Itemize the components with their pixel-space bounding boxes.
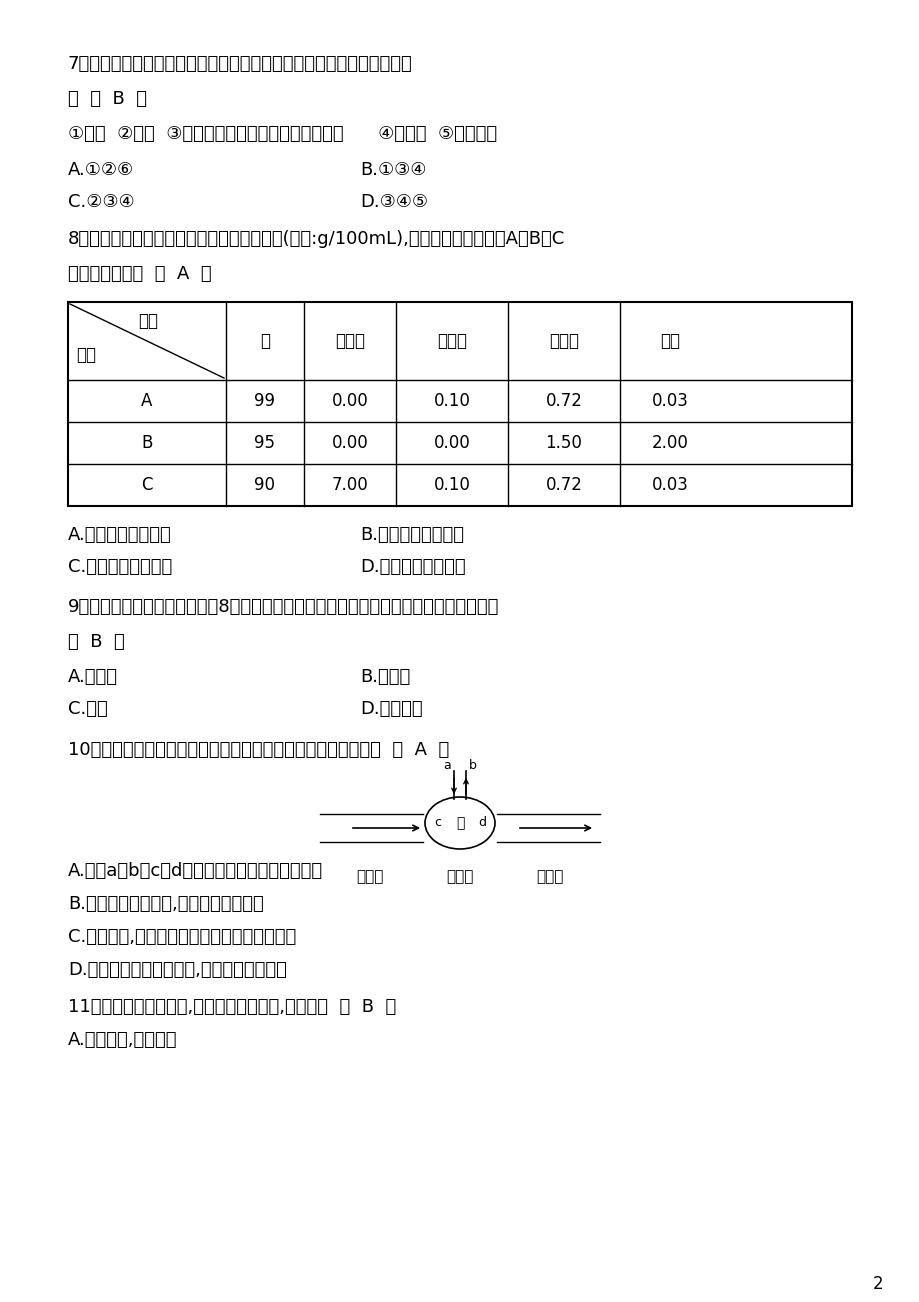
Text: D.血浆、原尿、尿液: D.血浆、原尿、尿液 — [359, 559, 465, 575]
Text: 95: 95 — [255, 434, 275, 452]
Text: B: B — [142, 434, 153, 452]
Text: 2.00: 2.00 — [651, 434, 687, 452]
Text: A: A — [142, 392, 153, 410]
Text: 尿素: 尿素 — [659, 332, 679, 350]
Text: 0.03: 0.03 — [651, 477, 687, 493]
Text: ①鼻毛  ②声带  ③气管的内表面覆盖着有纤毛的黄膜      ④鼻黄膜  ⑤会厌软骨: ①鼻毛 ②声带 ③气管的内表面覆盖着有纤毛的黄膜 ④鼻黄膜 ⑤会厌软骨 — [68, 125, 496, 143]
Text: 0.00: 0.00 — [331, 434, 368, 452]
Text: B.甲内流的是静脉血,丙内流的是动脉血: B.甲内流的是静脉血,丙内流的是动脉血 — [68, 894, 264, 913]
Text: D.③④⑤: D.③④⑤ — [359, 193, 427, 211]
Text: 成分: 成分 — [138, 312, 158, 329]
Text: 血管丙: 血管丙 — [536, 868, 563, 884]
Text: 肺: 肺 — [455, 816, 464, 829]
Text: 0.10: 0.10 — [433, 477, 470, 493]
Text: 90: 90 — [255, 477, 275, 493]
Bar — [68, 302, 851, 506]
Text: A.过程a、b、c、d是通过人体的呼吸运动实现的: A.过程a、b、c、d是通过人体的呼吸运动实现的 — [68, 862, 323, 880]
Text: B.原尿、血浆、尿液: B.原尿、血浆、尿液 — [359, 526, 463, 544]
Text: A.病菌侵犯,味觉失灵: A.病菌侵犯,味觉失灵 — [68, 1031, 177, 1049]
Text: 有  （  B  ）: 有 （ B ） — [68, 90, 147, 108]
Text: b: b — [469, 759, 476, 772]
Text: 0.03: 0.03 — [651, 392, 687, 410]
Text: D.皮下组织: D.皮下组织 — [359, 700, 422, 717]
Text: D.乙由一层上皮细胞构成,利于进行物质交换: D.乙由一层上皮细胞构成,利于进行物质交换 — [68, 961, 287, 979]
Text: C.与丙相比,甲内的血液含有更丰富的营养物质: C.与丙相比,甲内的血液含有更丰富的营养物质 — [68, 928, 296, 947]
Text: a: a — [443, 759, 450, 772]
Text: 葡萄糖: 葡萄糖 — [437, 332, 467, 350]
Text: 7、人体呼吸道具有净化空气的作用。下列能使吸入的气体变清洁的结构: 7、人体呼吸道具有净化空气的作用。下列能使吸入的气体变清洁的结构 — [68, 55, 413, 73]
Text: 0.10: 0.10 — [433, 392, 470, 410]
Text: 7.00: 7.00 — [331, 477, 368, 493]
Text: 三种样液分别是  （  A  ）: 三种样液分别是 （ A ） — [68, 266, 211, 283]
Text: 0.00: 0.00 — [433, 434, 470, 452]
Text: 2: 2 — [872, 1275, 882, 1293]
Text: 0.00: 0.00 — [331, 392, 368, 410]
Text: B.①③④: B.①③④ — [359, 161, 425, 178]
Text: 0.72: 0.72 — [545, 477, 582, 493]
Text: C.尿液、原尿、血浆: C.尿液、原尿、血浆 — [68, 559, 172, 575]
Text: 蛋白质: 蛋白质 — [335, 332, 365, 350]
Text: 99: 99 — [255, 392, 275, 410]
Text: 样液: 样液 — [76, 346, 96, 365]
Text: C.真皮: C.真皮 — [68, 700, 108, 717]
Text: d: d — [478, 816, 485, 829]
Text: 血管乙: 血管乙 — [446, 868, 473, 884]
Text: c: c — [434, 816, 441, 829]
Text: 9、某医院为被大火严重烧伤的8岁男孩进行了植皮修复。植皮后起主要作用的皮肤结构是: 9、某医院为被大火严重烧伤的8岁男孩进行了植皮修复。植皮后起主要作用的皮肤结构是 — [68, 598, 499, 616]
Text: C.②③④: C.②③④ — [68, 193, 134, 211]
Text: C: C — [142, 477, 153, 493]
Text: A.原尿、尿液、血浆: A.原尿、尿液、血浆 — [68, 526, 172, 544]
Text: （  B  ）: （ B ） — [68, 633, 125, 651]
Text: 10、下图为肺泡内的气体交换示意图。下列相关叙述不正确的是  （  A  ）: 10、下图为肺泡内的气体交换示意图。下列相关叙述不正确的是 （ A ） — [68, 741, 448, 759]
Text: 1.50: 1.50 — [545, 434, 582, 452]
Text: 血管甲: 血管甲 — [356, 868, 383, 884]
Text: 0.72: 0.72 — [545, 392, 582, 410]
Text: A.①②⑥: A.①②⑥ — [68, 161, 134, 178]
Text: 11、感冒了会感到鼻塞,闻不到食物的香味,这是因为  （  B  ）: 11、感冒了会感到鼻塞,闻不到食物的香味,这是因为 （ B ） — [68, 999, 396, 1016]
Text: 无机盐: 无机盐 — [549, 332, 578, 350]
Text: 水: 水 — [260, 332, 269, 350]
Text: A.角质层: A.角质层 — [68, 668, 118, 686]
Text: 8、某人的血浆、原尿、尿液成分比较如下表(单位:g/100mL),根据样液的成分判断A、B、C: 8、某人的血浆、原尿、尿液成分比较如下表(单位:g/100mL),根据样液的成分… — [68, 230, 564, 247]
Text: B.生发层: B.生发层 — [359, 668, 410, 686]
